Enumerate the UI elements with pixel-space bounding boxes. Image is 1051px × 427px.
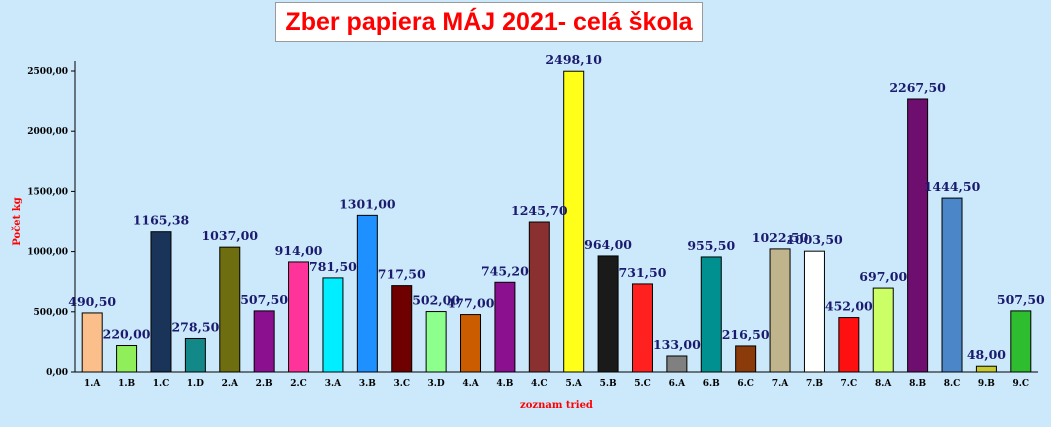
data-label: 133,00: [653, 337, 701, 352]
bar: [184, 337, 206, 373]
data-label: 745,20: [481, 263, 529, 278]
bar: [460, 314, 482, 373]
bar: [700, 256, 722, 373]
chart-title-box: Zber papiera MÁJ 2021- celá škola: [275, 2, 703, 42]
y-tick-label: 0,00: [46, 368, 68, 378]
x-tick-label: 8.C: [944, 379, 961, 389]
x-tick-label: 8.B: [909, 379, 926, 389]
bar: [631, 283, 653, 373]
bar: [975, 365, 997, 373]
bar: [769, 248, 791, 373]
x-tick-label: 7.B: [806, 379, 823, 389]
data-label: 452,00: [825, 299, 873, 314]
y-tick-label: 2000,00: [27, 127, 68, 137]
bar: [425, 311, 447, 373]
bar: [356, 214, 378, 373]
bar: [1010, 310, 1032, 373]
bar: [803, 250, 825, 373]
x-tick-label: 5.A: [566, 379, 583, 389]
x-tick-label: 8.A: [875, 379, 892, 389]
labels: 1.A 490,50 1.B 220,00 1.C 1165,38 1.D 278,50 2.A…: [68, 52, 1045, 389]
x-tick-label: 3.C: [393, 379, 410, 389]
bar: [322, 277, 344, 373]
x-tick-label: 5.B: [600, 379, 617, 389]
x-tick-label: 1.C: [153, 379, 170, 389]
data-label: 1301,00: [339, 196, 396, 211]
x-tick-label: 5.C: [634, 379, 651, 389]
x-tick-label: 2.C: [290, 379, 307, 389]
x-tick-label: 1.A: [84, 379, 101, 389]
data-label: 1022,50: [752, 230, 809, 245]
data-label: 955,50: [687, 238, 735, 253]
x-tick-label: 4.B: [496, 379, 513, 389]
data-label: 278,50: [171, 319, 219, 334]
bar: [666, 355, 688, 373]
x-tick-label: 7.A: [772, 379, 789, 389]
data-label: 507,50: [240, 292, 288, 307]
y-tick-label: 500,00: [34, 308, 68, 318]
x-tick-label: 6.C: [737, 379, 754, 389]
bar: [253, 310, 275, 373]
data-label: 914,00: [275, 243, 323, 258]
y-tick-label: 1500,00: [27, 187, 68, 197]
y-tick-label: 2500,00: [27, 67, 68, 77]
bar: [391, 285, 413, 373]
x-tick-label: 1.D: [187, 379, 204, 389]
x-tick-label: 4.C: [531, 379, 548, 389]
bar: [494, 281, 516, 373]
x-tick-label: 9.C: [1013, 379, 1030, 389]
data-label: 1444,50: [924, 179, 981, 194]
data-label: 477,00: [447, 296, 495, 311]
x-tick-label: 3.B: [359, 379, 376, 389]
y-axis-title: Počet kg: [12, 197, 23, 245]
data-label: 731,50: [619, 265, 667, 280]
bar: [219, 246, 241, 373]
x-tick-label: 3.A: [325, 379, 342, 389]
bar: [907, 98, 929, 373]
data-label: 1245,70: [511, 203, 568, 218]
x-tick-label: 9.B: [978, 379, 995, 389]
x-tick-label: 7.C: [841, 379, 858, 389]
bar: [150, 231, 172, 373]
data-label: 216,50: [722, 327, 770, 342]
y-tick-label: 1000,00: [27, 248, 68, 258]
bar: [81, 312, 103, 373]
x-axis-title: zoznam tried: [520, 400, 593, 411]
x-tick-label: 6.B: [703, 379, 720, 389]
data-label: 2267,50: [889, 80, 946, 95]
data-label: 490,50: [68, 294, 116, 309]
x-tick-label: 6.A: [669, 379, 686, 389]
x-tick-label: 1.B: [118, 379, 135, 389]
data-label: 964,00: [584, 237, 632, 252]
data-label: 717,50: [378, 267, 426, 282]
chart-title: Zber papiera MÁJ 2021- celá škola: [285, 7, 693, 36]
bar: [872, 287, 894, 373]
data-label: 697,00: [859, 269, 907, 284]
data-label: 220,00: [103, 327, 151, 342]
data-label: 507,50: [997, 292, 1045, 307]
data-label: 1037,00: [201, 228, 258, 243]
bar: [563, 70, 585, 373]
bar: [116, 345, 138, 373]
bar: [288, 261, 310, 373]
data-label: 1165,38: [133, 213, 190, 228]
x-tick-label: 2.A: [222, 379, 239, 389]
bars: [81, 70, 1032, 373]
bar: [838, 317, 860, 373]
bar: [597, 255, 619, 373]
data-label: 781,50: [309, 259, 357, 274]
x-tick-label: 3.D: [428, 379, 445, 389]
x-tick-label: 2.B: [256, 379, 273, 389]
data-label: 48,00: [967, 347, 1006, 362]
data-label: 2498,10: [545, 52, 602, 67]
bar: [941, 197, 963, 373]
x-tick-label: 4.A: [462, 379, 479, 389]
bar: [528, 221, 550, 373]
bar: [735, 345, 757, 373]
data-label: 502,00: [412, 293, 460, 308]
data-label: 1003,50: [786, 232, 843, 247]
